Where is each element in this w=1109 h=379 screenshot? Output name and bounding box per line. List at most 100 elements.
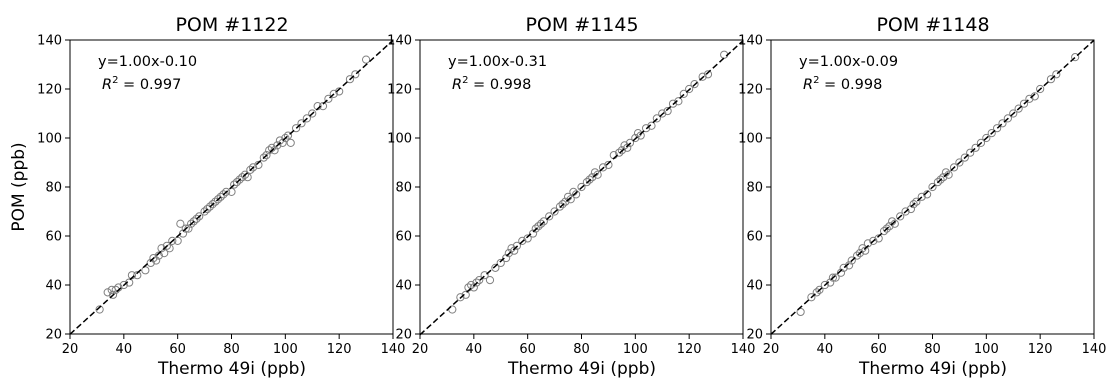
data-point (485, 276, 495, 285)
fit-line (69, 39, 394, 335)
fit-line (419, 40, 744, 336)
x-tick-label: 120 (1028, 342, 1053, 357)
y-tick-label: 100 (37, 132, 62, 147)
data-point (335, 87, 344, 96)
data-point (853, 251, 862, 260)
data-point (235, 175, 244, 184)
data-point (286, 138, 295, 148)
data-point (636, 131, 645, 140)
data-point (534, 222, 543, 231)
data-point (1014, 104, 1023, 113)
data-point (222, 187, 231, 196)
y-tick-label: 80 (746, 181, 763, 196)
panel-1-equation: y=1.00x-0.10 (98, 54, 197, 70)
data-point (582, 178, 591, 187)
data-point (232, 178, 241, 187)
panel-2-r2-value: = 0.998 (468, 77, 531, 93)
data-point (844, 261, 854, 270)
data-point (103, 288, 112, 297)
data-point (539, 217, 548, 226)
data-point (577, 182, 586, 192)
data-point (939, 173, 948, 182)
panel-2-xlabel: Thermo 49i (ppb) (507, 359, 656, 379)
panel-2-equation: y=1.00x-0.31 (448, 54, 547, 70)
data-point (160, 249, 169, 258)
panel-1-plot: 20 40 60 80 100 120 140 20 40 60 80 100 120 140 (37, 34, 405, 358)
y-tick-label: 120 (738, 83, 763, 98)
x-tick-label: 140 (731, 342, 756, 357)
panel-3-plot: 20 40 60 80 100 120 140 20 40 60 80 100 120 140 (738, 34, 1106, 358)
data-point (133, 271, 142, 280)
data-point (523, 234, 532, 243)
data-point (847, 256, 856, 265)
data-point (906, 204, 916, 214)
data-point (831, 273, 840, 282)
panel-1-r2-value: = 0.997 (118, 77, 181, 93)
fit-line (770, 39, 1095, 335)
data-point (176, 219, 185, 228)
data-point (617, 146, 626, 155)
data-point (861, 246, 870, 255)
data-point (141, 266, 150, 275)
y-tick-label: 120 (387, 83, 412, 98)
x-tick-label: 100 (623, 342, 648, 357)
data-point (1030, 92, 1039, 101)
y-tick-label: 140 (37, 34, 62, 49)
data-point (475, 276, 484, 285)
data-point (949, 163, 959, 172)
panel-1-r2-label: R (102, 77, 112, 93)
data-point (631, 133, 640, 143)
plot-frame (770, 39, 1095, 335)
y-tick-label: 20 (45, 328, 62, 343)
data-point (152, 256, 161, 265)
data-point (642, 124, 651, 133)
x-tick-label: 20 (412, 342, 429, 357)
x-tick-label: 60 (519, 342, 536, 357)
data-point (162, 241, 172, 250)
data-point (165, 244, 174, 253)
data-point (292, 124, 301, 133)
data-point (283, 131, 293, 140)
panel-3-equation: y=1.00x-0.09 (799, 54, 898, 70)
y-tick-label: 140 (738, 34, 763, 49)
y-tick-label: 20 (746, 328, 763, 343)
data-point (216, 192, 225, 201)
x-tick-label: 60 (169, 342, 186, 357)
plot-frame (69, 39, 394, 335)
data-point (178, 229, 188, 238)
data-point (815, 285, 824, 294)
panel-3-r2-sup: 2 (813, 75, 819, 86)
data-point (874, 234, 883, 243)
data-point (456, 293, 465, 302)
y-tick-label: 100 (387, 132, 412, 147)
data-point (211, 197, 220, 206)
data-point (807, 293, 816, 302)
y-tick-label: 80 (395, 181, 412, 196)
x-tick-label: 100 (974, 342, 999, 357)
data-point (982, 133, 991, 143)
data-point (561, 197, 570, 206)
data-point (703, 70, 713, 79)
data-point (219, 190, 228, 199)
data-point (1052, 70, 1061, 79)
panel-1-xlabel: Thermo 49i (ppb) (157, 359, 306, 379)
data-point (812, 288, 821, 297)
x-tick-label: 140 (1082, 342, 1107, 357)
data-point (685, 84, 694, 94)
panel-2-plot: 20 40 60 80 100 120 140 20 40 60 80 100 120 140 (387, 34, 755, 358)
data-point (184, 224, 193, 233)
data-point (885, 222, 894, 231)
x-tick-label: 40 (466, 342, 483, 357)
data-point (558, 200, 567, 209)
x-tick-label: 60 (870, 342, 887, 357)
data-point (1019, 99, 1029, 108)
data-point (625, 138, 635, 148)
data-point (108, 290, 118, 299)
data-point (246, 165, 255, 174)
data-point (345, 75, 355, 84)
data-point (125, 278, 134, 287)
data-point (324, 94, 333, 103)
data-point (472, 278, 481, 287)
data-point (205, 202, 215, 211)
